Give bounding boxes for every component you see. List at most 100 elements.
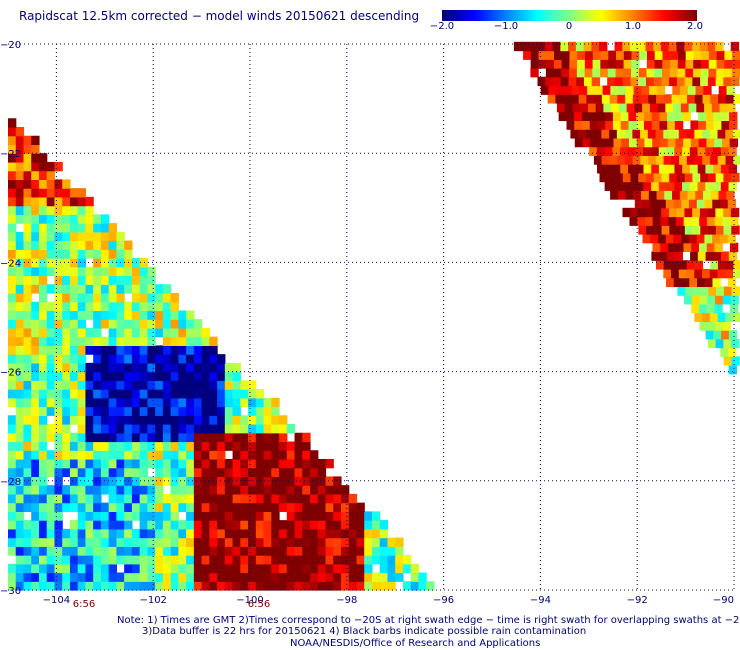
wind-difference-cell: [688, 234, 698, 244]
wind-difference-cell: [717, 312, 726, 322]
wind-difference-cell: [279, 528, 288, 539]
wind-difference-cell: [623, 59, 632, 69]
wind-difference-cell: [162, 345, 172, 355]
wind-difference-cell: [178, 520, 187, 530]
wind-difference-cell: [139, 581, 148, 591]
wind-difference-cell: [124, 301, 133, 312]
wind-difference-cell: [310, 485, 319, 495]
wind-difference-cell: [661, 207, 670, 218]
wind-difference-cell: [607, 172, 616, 183]
wind-difference-cell: [54, 380, 63, 390]
wind-difference-cell: [727, 102, 736, 113]
wind-difference-cell: [348, 546, 358, 556]
wind-difference-cell: [294, 485, 303, 495]
wind-difference-cell: [696, 102, 705, 113]
wind-difference-cell: [69, 188, 79, 198]
wind-difference-cell: [85, 327, 94, 338]
wind-difference-cell: [116, 231, 125, 242]
wind-difference-cell: [715, 207, 724, 218]
wind-difference-cell: [224, 432, 234, 443]
wind-difference-cell: [162, 371, 172, 381]
wind-difference-cell: [248, 528, 257, 539]
wind-difference-cell: [124, 581, 133, 591]
wind-difference-cell: [170, 493, 179, 504]
wind-difference-cell: [646, 68, 655, 78]
wind-difference-cell: [178, 319, 187, 329]
wind-difference-cell: [8, 362, 17, 373]
wind-difference-cell: [69, 301, 79, 312]
wind-difference-cell: [155, 555, 164, 565]
wind-difference-cell: [186, 415, 195, 425]
wind-difference-cell: [23, 354, 32, 364]
wind-difference-cell: [224, 528, 234, 539]
wind-difference-cell: [563, 94, 572, 104]
wind-difference-cell: [46, 205, 56, 215]
wind-difference-cell: [678, 268, 688, 279]
wind-difference-cell: [255, 485, 265, 495]
wind-difference-cell: [302, 528, 311, 539]
wind-difference-cell: [722, 216, 731, 226]
wind-difference-cell: [8, 266, 17, 277]
wind-difference-cell: [31, 380, 40, 390]
wind-difference-cell: [263, 441, 272, 451]
wind-difference-cell: [124, 485, 133, 495]
wind-difference-cell: [700, 172, 709, 183]
wind-difference-cell: [62, 266, 71, 277]
wind-difference-cell: [248, 415, 257, 425]
wind-difference-cell: [224, 467, 234, 478]
wind-difference-cell: [721, 137, 731, 148]
wind-difference-cell: [46, 319, 56, 329]
wind-difference-cell: [108, 563, 118, 574]
wind-difference-cell: [108, 389, 118, 399]
wind-difference-cell: [31, 345, 40, 355]
wind-difference-cell: [279, 485, 288, 495]
wind-difference-cell: [217, 458, 226, 469]
wind-difference-cell: [645, 172, 655, 183]
wind-difference-cell: [23, 450, 32, 460]
wind-difference-cell: [584, 59, 594, 69]
wind-difference-cell: [224, 441, 234, 451]
wind-difference-cell: [155, 441, 164, 451]
wind-difference-cell: [633, 85, 642, 95]
wind-difference-cell: [23, 214, 32, 224]
wind-difference-cell: [682, 111, 691, 122]
wind-difference-cell: [325, 485, 334, 495]
wind-difference-cell: [669, 76, 678, 87]
wind-difference-cell: [302, 537, 311, 547]
wind-difference-cell: [46, 336, 56, 346]
wind-difference-cell: [656, 85, 666, 95]
wind-difference-cell: [255, 581, 265, 591]
wind-difference-cell: [693, 59, 702, 69]
wind-difference-cell: [178, 424, 187, 434]
wind-difference-cell: [286, 537, 296, 547]
wind-difference-cell: [108, 528, 118, 539]
wind-difference-cell: [100, 319, 110, 329]
wind-difference-cell: [31, 389, 40, 399]
wind-difference-cell: [704, 102, 713, 113]
wind-difference-cell: [702, 155, 711, 165]
wind-difference-cell: [178, 528, 187, 539]
wind-difference-cell: [85, 231, 94, 242]
wind-difference-cell: [38, 240, 48, 250]
wind-difference-cell: [147, 327, 156, 338]
wind-difference-cell: [15, 214, 25, 224]
wind-difference-cell: [248, 581, 257, 591]
wind-difference-cell: [653, 207, 662, 218]
wind-difference-cell: [178, 345, 187, 355]
wind-difference-cell: [46, 196, 56, 207]
wind-difference-cell: [62, 406, 71, 416]
wind-difference-cell: [611, 102, 620, 113]
wind-difference-cell: [139, 301, 148, 312]
wind-difference-cell: [93, 563, 102, 574]
wind-difference-cell: [561, 68, 570, 78]
wind-difference-cell: [592, 68, 601, 78]
wind-difference-cell: [325, 537, 334, 547]
wind-difference-cell: [23, 275, 32, 285]
wind-difference-cell: [574, 120, 583, 130]
wind-difference-cell: [178, 354, 187, 364]
wind-difference-cell: [69, 406, 79, 416]
wind-difference-cell: [147, 319, 156, 329]
wind-difference-cell: [248, 555, 257, 565]
wind-difference-cell: [116, 284, 125, 294]
wind-difference-cell: [108, 450, 118, 460]
